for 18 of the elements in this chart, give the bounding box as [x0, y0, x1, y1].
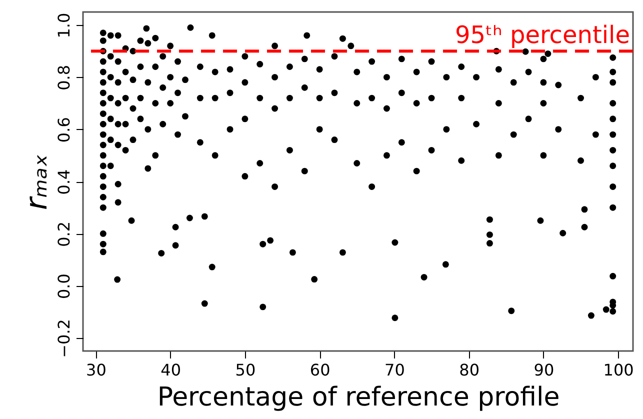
x-tick-label: 30 [86, 360, 106, 380]
y-tick-label: −0.2 [54, 319, 74, 358]
x-axis-title: Percentage of reference profile [157, 382, 560, 412]
x-tick-label: 80 [459, 360, 480, 380]
ref-line-label: 95ᵗʰ percentile [455, 21, 630, 50]
y-tick-label: 0.8 [54, 64, 74, 90]
x-tick-label: 40 [160, 360, 181, 380]
y-axis-title: rₘₐₓ [20, 154, 54, 210]
x-tick-label: 70 [384, 360, 405, 380]
x-tick-label: 90 [534, 360, 554, 380]
y-tick-label: 1.0 [54, 12, 74, 38]
x-tick-label: 100 [603, 360, 634, 380]
x-tick-label: 50 [235, 360, 256, 380]
y-tick-label: 0.2 [54, 221, 74, 247]
y-tick-label: 0.0 [54, 274, 74, 300]
y-tick-label: 0.4 [54, 169, 74, 195]
y-tick-label: 0.6 [54, 117, 74, 143]
x-tick-label: 60 [310, 360, 330, 380]
